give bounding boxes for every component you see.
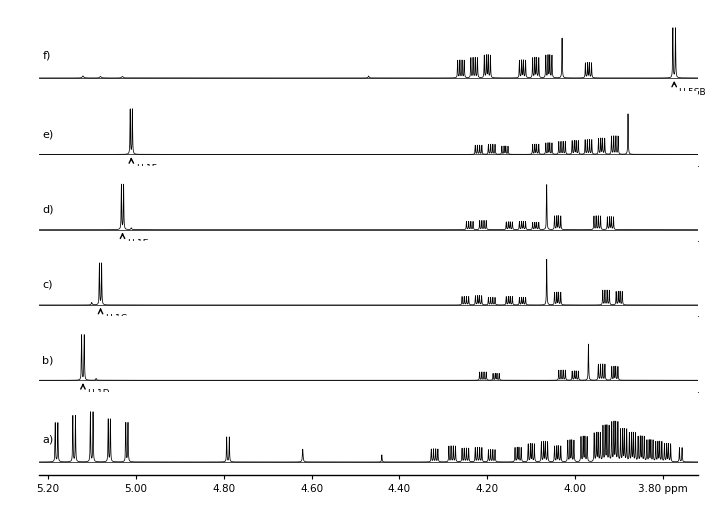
Text: H-5SB: H-5SB xyxy=(679,88,706,97)
Text: H-1D: H-1D xyxy=(87,389,110,399)
Text: H-1C: H-1C xyxy=(105,314,127,323)
Text: e): e) xyxy=(43,129,54,139)
Text: c): c) xyxy=(43,280,52,290)
Text: a): a) xyxy=(43,435,54,445)
Text: H-1E: H-1E xyxy=(127,239,148,248)
Text: d): d) xyxy=(43,205,54,214)
Text: H-1F: H-1F xyxy=(135,164,157,172)
Text: b): b) xyxy=(43,355,54,365)
Text: f): f) xyxy=(43,51,50,61)
